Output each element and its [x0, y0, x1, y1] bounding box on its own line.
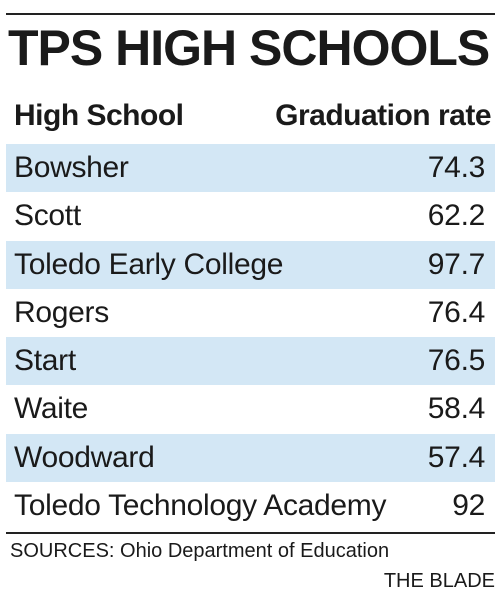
school-name-cell: Toledo Technology Academy — [14, 489, 387, 523]
table-row: Rogers 76.4 — [6, 289, 495, 337]
school-name-cell: Toledo Early College — [14, 247, 284, 281]
source-note: SOURCES: Ohio Department of Education — [10, 540, 390, 562]
table-row: Toledo Technology Academy 92 — [6, 482, 495, 530]
header-graduation-rate: Graduation rate — [275, 99, 491, 132]
bottom-rule — [6, 532, 495, 534]
school-name-cell: Scott — [14, 199, 81, 233]
table-row: Toledo Early College 97.7 — [6, 240, 495, 289]
school-name-cell: Waite — [14, 392, 89, 426]
table-body: Bowsher 74.3 Scott 62.2 Toledo Early College… — [6, 144, 495, 530]
graduation-rate-cell: 76.5 — [427, 344, 486, 378]
header-high-school: High School — [14, 99, 184, 132]
table-row: Waite 58.4 — [6, 385, 495, 433]
graduation-rate-cell: 76.4 — [427, 295, 486, 329]
table-header-row: High School Graduation rate — [6, 94, 495, 138]
school-name-cell: Bowsher — [14, 151, 129, 184]
school-name-cell: Rogers — [14, 295, 109, 329]
graduation-rate-cell: 62.2 — [427, 199, 486, 233]
graduation-rate-cell: 58.4 — [427, 392, 486, 426]
table-row: Scott 62.2 — [6, 192, 495, 240]
graduation-rate-cell: 57.4 — [427, 440, 486, 474]
table-row: Woodward 57.4 — [6, 433, 495, 483]
table-row: Bowsher 74.3 — [6, 144, 495, 193]
credit-line: THE BLADE — [383, 570, 495, 592]
graduation-rate-cell: 97.7 — [427, 247, 486, 281]
graduation-rate-cell: 92 — [452, 489, 485, 523]
school-name-cell: Woodward — [14, 440, 155, 474]
table-row: Start 76.5 — [6, 337, 495, 386]
top-rule — [6, 13, 495, 15]
graduation-rate-cell: 74.3 — [427, 151, 486, 184]
table-title: TPS HIGH SCHOOLS — [8, 20, 490, 76]
school-name-cell: Start — [14, 344, 76, 378]
